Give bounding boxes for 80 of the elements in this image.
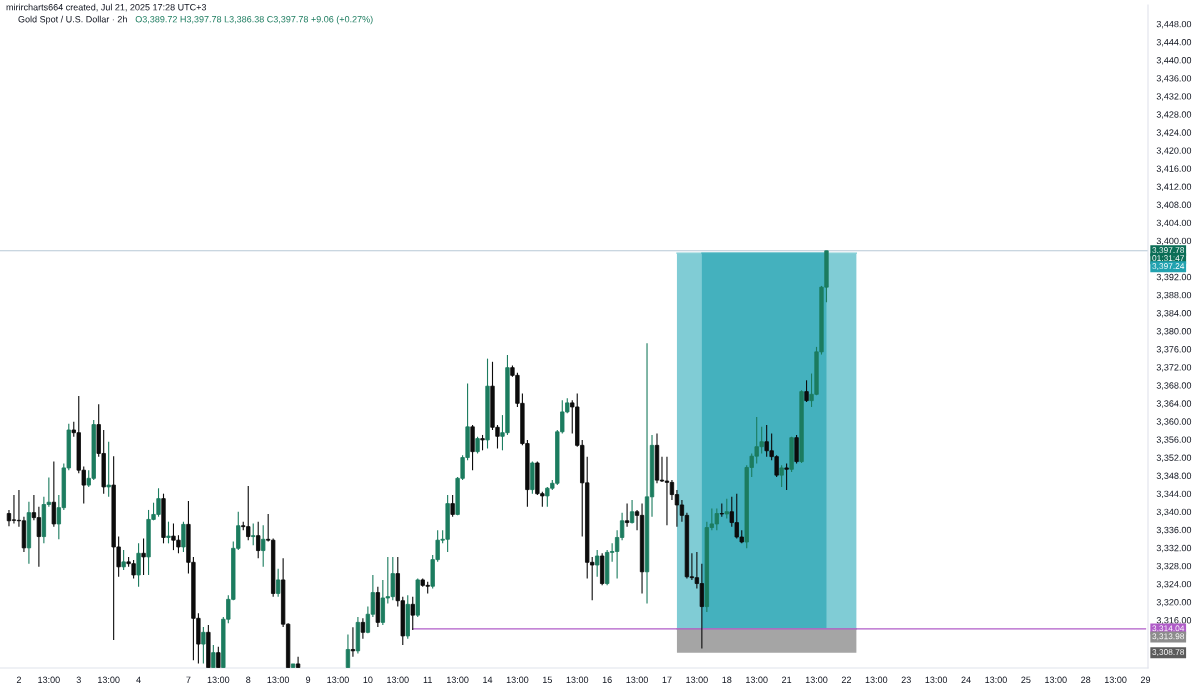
y-tick-label: 3,448.00 bbox=[1156, 20, 1192, 29]
x-tick-label: 13:00 bbox=[506, 676, 529, 683]
x-tick-label: 13:00 bbox=[626, 676, 648, 683]
ref-line-label: 3,397.78 bbox=[1152, 247, 1185, 254]
y-tick-label: 3,400.00 bbox=[1156, 237, 1192, 246]
x-tick-label: 13:00 bbox=[686, 676, 708, 683]
y-tick-label: 3,328.00 bbox=[1156, 562, 1192, 571]
x-tick-label: 13:00 bbox=[207, 676, 230, 683]
text: Gold Spot / U.S. Dollar · 2h bbox=[18, 15, 127, 25]
x-tick-label: 3 bbox=[76, 676, 81, 683]
y-tick-label: 3,380.00 bbox=[1156, 328, 1192, 336]
x-tick-label: 28 bbox=[1081, 676, 1091, 683]
x-tick-label: 13:00 bbox=[327, 676, 349, 683]
y-tick-label: 3,360.00 bbox=[1156, 418, 1192, 426]
x-tick-label: 13:00 bbox=[1104, 676, 1127, 683]
y-tick-label: 3,392.00 bbox=[1156, 273, 1192, 282]
x-tick-label: 13:00 bbox=[387, 676, 409, 683]
y-tick-label: 3,384.00 bbox=[1156, 309, 1192, 318]
y-tick-label: 3,404.00 bbox=[1156, 219, 1192, 228]
x-tick-label: 18 bbox=[722, 676, 732, 683]
y-tick-label: 3,440.00 bbox=[1156, 57, 1192, 65]
y-tick-label: 3,344.00 bbox=[1156, 490, 1192, 499]
y-tick-label: 3,420.00 bbox=[1156, 147, 1192, 155]
x-tick-label: 29 bbox=[1140, 676, 1151, 683]
y-tick-label: 3,388.00 bbox=[1156, 291, 1192, 300]
x-tick-label: 23 bbox=[901, 676, 911, 683]
x-tick-label: 13:00 bbox=[267, 676, 290, 683]
x-tick-label: 22 bbox=[841, 676, 851, 683]
text: 3,308.78 bbox=[1152, 649, 1185, 656]
x-tick-label: 13:00 bbox=[98, 676, 120, 683]
y-tick-label: 3,444.00 bbox=[1156, 39, 1192, 47]
x-tick-label: 25 bbox=[1021, 676, 1031, 683]
y-tick-label: 3,316.00 bbox=[1156, 617, 1192, 625]
y-tick-label: 3,412.00 bbox=[1156, 183, 1192, 191]
y-tick-label: 3,428.00 bbox=[1156, 111, 1192, 119]
x-tick-label: 13:00 bbox=[746, 676, 768, 683]
x-tick-label: 9 bbox=[305, 676, 311, 683]
y-tick-label: 3,324.00 bbox=[1156, 580, 1192, 589]
y-tick-label: 3,320.00 bbox=[1156, 599, 1192, 607]
text: O3,389.72 H3,397.78 L3,386.38 C3,397.78 +9.06 (+0.27%) bbox=[135, 15, 373, 25]
x-tick-label: 13:00 bbox=[1045, 676, 1067, 683]
y-tick-label: 3,376.00 bbox=[1156, 346, 1192, 354]
x-tick-label: 2 bbox=[16, 676, 21, 683]
series-label: 3,314.04 bbox=[1152, 625, 1185, 633]
y-tick-label: 3,408.00 bbox=[1156, 201, 1192, 210]
annotation: mirircharts664 created, Jul 21, 2025 17:28 UTC+3 bbox=[6, 3, 207, 12]
x-tick-label: 8 bbox=[246, 676, 251, 683]
x-tick-label: 24 bbox=[961, 676, 971, 683]
text: 3,313.98 bbox=[1152, 633, 1185, 641]
y-tick-label: 3,432.00 bbox=[1156, 93, 1192, 101]
x-tick-label: 21 bbox=[782, 676, 792, 683]
x-tick-label: 7 bbox=[186, 676, 191, 683]
x-tick-label: 17 bbox=[662, 676, 672, 683]
text: 01:31:47 bbox=[1152, 255, 1185, 262]
y-tick-label: 3,348.00 bbox=[1156, 472, 1192, 481]
x-tick-label: 16 bbox=[602, 676, 612, 683]
x-tick-label: 13:00 bbox=[985, 676, 1007, 683]
y-tick-label: 3,356.00 bbox=[1156, 436, 1192, 444]
text: 3,397.24 bbox=[1152, 263, 1185, 270]
x-tick-label: 4 bbox=[136, 676, 141, 683]
x-tick-label: 13:00 bbox=[925, 676, 948, 683]
x-tick-label: 10 bbox=[363, 676, 373, 683]
x-tick-label: 15 bbox=[543, 676, 552, 683]
x-tick-label: 13:00 bbox=[447, 676, 469, 683]
y-tick-label: 3,368.00 bbox=[1156, 382, 1192, 390]
x-tick-label: 13:00 bbox=[38, 676, 60, 683]
x-tick-label: 13:00 bbox=[865, 676, 888, 683]
x-tick-label: 11 bbox=[423, 676, 432, 683]
y-tick-label: 3,332.00 bbox=[1156, 544, 1192, 553]
y-tick-label: 3,336.00 bbox=[1156, 526, 1192, 535]
y-tick-label: 3,340.00 bbox=[1156, 508, 1192, 517]
y-tick-label: 3,364.00 bbox=[1156, 400, 1192, 408]
y-tick-label: 3,436.00 bbox=[1156, 75, 1192, 83]
y-tick-label: 3,424.00 bbox=[1156, 129, 1192, 137]
y-tick-label: 3,372.00 bbox=[1156, 364, 1192, 372]
x-tick-label: 14 bbox=[483, 676, 493, 683]
x-tick-label: 13:00 bbox=[566, 676, 589, 683]
y-tick-label: 3,416.00 bbox=[1156, 165, 1192, 173]
y-tick-label: 3,352.00 bbox=[1156, 454, 1192, 462]
x-tick-label: 13:00 bbox=[805, 676, 828, 683]
